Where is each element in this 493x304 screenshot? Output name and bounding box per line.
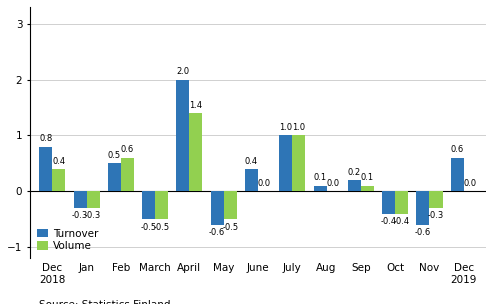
Bar	[121, 158, 134, 192]
Text: Source: Statistics Finland: Source: Statistics Finland	[39, 300, 171, 304]
Bar	[142, 192, 155, 219]
Bar	[87, 192, 100, 208]
Text: 0.8: 0.8	[39, 134, 52, 143]
Text: 0.1: 0.1	[314, 173, 327, 182]
Legend: Turnover, Volume: Turnover, Volume	[35, 226, 101, 253]
Text: -0.3: -0.3	[428, 212, 444, 220]
Text: -0.6: -0.6	[415, 228, 431, 237]
Text: 0.2: 0.2	[348, 168, 361, 177]
Text: 1.4: 1.4	[189, 101, 203, 110]
Text: 0.6: 0.6	[121, 146, 134, 154]
Bar	[417, 192, 429, 225]
Bar	[292, 136, 305, 192]
Bar	[52, 169, 65, 192]
Bar	[189, 113, 203, 192]
Text: -0.3: -0.3	[72, 212, 88, 220]
Bar	[224, 192, 237, 219]
Bar	[361, 186, 374, 192]
Text: 1.0: 1.0	[292, 123, 305, 132]
Text: -0.5: -0.5	[141, 223, 157, 232]
Text: 1.0: 1.0	[279, 123, 292, 132]
Bar	[73, 192, 87, 208]
Text: -0.4: -0.4	[393, 217, 410, 226]
Text: -0.3: -0.3	[85, 212, 101, 220]
Bar	[211, 192, 224, 225]
Bar	[108, 164, 121, 192]
Text: 0.4: 0.4	[52, 157, 66, 166]
Bar	[176, 80, 189, 192]
Text: 0.0: 0.0	[326, 179, 340, 188]
Text: 0.0: 0.0	[258, 179, 271, 188]
Bar	[429, 192, 443, 208]
Bar	[155, 192, 168, 219]
Text: 0.4: 0.4	[245, 157, 258, 166]
Text: 0.1: 0.1	[361, 173, 374, 182]
Bar	[245, 169, 258, 192]
Text: 0.6: 0.6	[451, 146, 464, 154]
Bar	[451, 158, 464, 192]
Text: -0.5: -0.5	[222, 223, 238, 232]
Text: 0.5: 0.5	[108, 151, 121, 160]
Bar	[279, 136, 292, 192]
Bar	[382, 192, 395, 214]
Bar	[39, 147, 52, 192]
Bar	[314, 186, 326, 192]
Text: -0.6: -0.6	[209, 228, 225, 237]
Bar	[395, 192, 408, 214]
Text: 0.0: 0.0	[464, 179, 477, 188]
Text: -0.4: -0.4	[381, 217, 397, 226]
Text: -0.5: -0.5	[154, 223, 170, 232]
Bar	[348, 180, 361, 192]
Text: 2.0: 2.0	[176, 67, 189, 76]
